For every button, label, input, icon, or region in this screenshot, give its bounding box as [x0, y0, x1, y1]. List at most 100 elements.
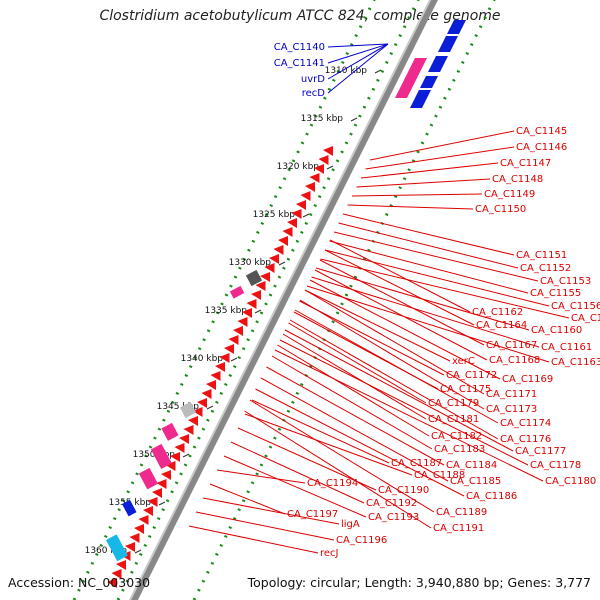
reverse-gene-arrow [134, 524, 144, 534]
forward-gene-arrow [438, 36, 458, 52]
reverse-gene-arrow [125, 542, 135, 552]
forward-gene-arrow [122, 499, 137, 517]
gene-label-ca_c1191: CA_C1191 [433, 523, 484, 534]
gene-label-leader [277, 344, 430, 437]
scale-tick [326, 165, 334, 170]
gene-label-ca_c1192: CA_C1192 [366, 498, 417, 509]
reverse-gene-arrow [179, 434, 189, 444]
reverse-gene-arrow [300, 191, 311, 201]
gene-label-ca_c1196: CA_C1196 [336, 535, 387, 546]
gene-label-leader [327, 43, 389, 64]
reverse-gene-arrow [287, 218, 297, 228]
gene-label-leader [342, 213, 515, 256]
gene-label-ca_c1183: CA_C1183 [434, 444, 485, 455]
scale-tick [182, 453, 190, 458]
gray-feature [245, 269, 263, 287]
gene-label-ca_c1179: CA_C1179 [428, 398, 479, 409]
reverse-gene-arrow [242, 308, 252, 318]
reverse-gene-arrow [269, 254, 279, 264]
gene-label-leader [202, 497, 340, 525]
gene-label-leader [306, 285, 550, 363]
reverse-gene-arrow [305, 182, 315, 192]
gene-label-ca_c1171: CA_C1171 [486, 389, 537, 400]
reverse-gene-arrow [183, 425, 194, 435]
gene-label-leader [304, 289, 485, 395]
scale-tick-label: 1345 kbp [157, 402, 200, 412]
gene-label-ca_c1145: CA_C1145 [516, 126, 567, 137]
reverse-gene-arrow [255, 281, 266, 291]
gene-label-leader [309, 279, 501, 380]
gene-label-leader [293, 311, 439, 390]
rna-feature [395, 58, 427, 98]
map-title: Clostridium acetobutylicum ATCC 824, com… [99, 8, 501, 24]
reverse-gene-arrow [219, 353, 230, 363]
rna-feature [161, 422, 179, 441]
gene-label-ca_c1149: CA_C1149 [484, 189, 535, 200]
gene-label-leader [314, 269, 488, 361]
gene-label-ca_c1197: CA_C1197 [287, 509, 338, 520]
gene-label-ca_c1187: CA_C1187 [391, 458, 442, 469]
gene-label-ca_c1161: CA_C1161 [541, 342, 592, 353]
gene-label-leader [279, 339, 529, 466]
gene-label-ca_c1184: CA_C1184 [446, 460, 497, 471]
gene-label-ca_c1193: CA_C1193 [368, 512, 419, 523]
reverse-gene-arrow [152, 488, 162, 498]
gene-label-ca_c1180: CA_C1180 [545, 476, 596, 487]
gene-label-leader [369, 130, 515, 161]
gene-label-leader [365, 146, 515, 170]
scale-tick [278, 261, 286, 266]
gene-label-leader [284, 329, 514, 452]
gene-label-leader [351, 193, 483, 197]
gene-label-ca_c1148: CA_C1148 [492, 174, 543, 185]
gene-label-liga: ligA [341, 519, 360, 530]
reverse-gene-arrow [138, 515, 149, 525]
gene-label-ca_c1155: CA_C1155 [530, 288, 581, 299]
gene-label-leader [327, 43, 389, 80]
gene-label-leader [299, 300, 445, 376]
gene-label-leader [360, 162, 499, 179]
gene-label-leader [216, 469, 306, 484]
gene-label-leader [311, 276, 540, 348]
scale-tick [134, 549, 142, 554]
gene-label-leader [324, 249, 475, 326]
gene-label-recd: recD [302, 88, 326, 99]
gene-label-ca_c1141: CA_C1141 [274, 58, 325, 69]
rna-feature [229, 285, 245, 299]
gene-label-leader [209, 483, 286, 515]
gene-label-leader [329, 240, 529, 294]
forward-gene-arrow [447, 20, 466, 34]
scale-tick-label: 1330 kbp [229, 258, 272, 268]
gene-label-leader [356, 178, 491, 188]
reverse-gene-arrow [129, 533, 140, 543]
gene-label-leader [244, 410, 432, 529]
gene-label-leader [260, 377, 449, 482]
gene-label-leader [230, 441, 365, 504]
scale-tick [254, 309, 262, 314]
reverse-gene-arrow [147, 497, 158, 507]
gene-label-ca_c1151: CA_C1151 [516, 250, 567, 261]
reverse-gene-arrow [111, 569, 122, 579]
gene-label-leader [195, 511, 335, 541]
scale-tick-label: 1360 kbp [85, 546, 128, 556]
gene-label-leader [329, 239, 471, 313]
gene-label-ca_c1190: CA_C1190 [378, 485, 429, 496]
scale-tick [206, 405, 214, 410]
reverse-gene-arrow [291, 209, 302, 219]
rna-feature [105, 534, 128, 562]
scale-tick-label: 1335 kbp [205, 306, 248, 316]
gene-label-leader [319, 259, 485, 346]
gene-label-xerc: xerC [452, 356, 475, 367]
gene-label-ca_c1188: CA_C1188 [414, 470, 465, 481]
reverse-gene-arrow [165, 461, 176, 471]
gene-label-leader [282, 333, 427, 420]
gene-label-ca_c1163: CA_C1163 [551, 357, 600, 368]
rna-feature [138, 467, 158, 490]
reverse-gene-arrow [215, 362, 225, 372]
gene-label-ca_c1140: CA_C1140 [274, 42, 325, 53]
gene-label-ca_c1186: CA_C1186 [466, 491, 517, 502]
gene-label-ca_c1172: CA_C1172 [446, 370, 497, 381]
gene-label-ca_c1153: CA_C1153 [540, 276, 591, 287]
gene-label-ca_c1169: CA_C1169 [502, 374, 553, 385]
gene-label-ca_c1147: CA_C1147 [500, 158, 551, 169]
